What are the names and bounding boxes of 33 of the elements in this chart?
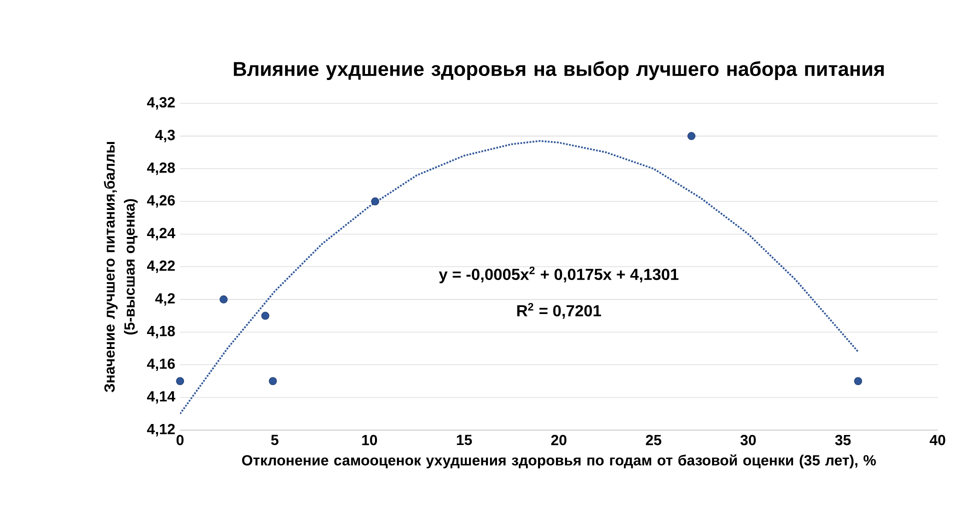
x-tick-label: 20	[551, 434, 566, 446]
y-tick-label: 4,28	[147, 162, 175, 175]
y-axis-title: Значение лучшего питания,баллы (5-высшая оценка)	[104, 142, 138, 392]
y-tick-label: 4,16	[147, 358, 175, 371]
point	[268, 377, 277, 386]
x-tick-label: 30	[740, 434, 756, 446]
x-tick-label: 35	[835, 434, 851, 446]
point	[220, 295, 228, 304]
y-tick-label: 4,14	[147, 391, 176, 404]
x-tick-label: 10	[362, 434, 378, 446]
x-tick-label: 40	[930, 434, 946, 446]
y-tick-label: 4,12	[147, 424, 175, 436]
y-tick-label: 4,22	[147, 260, 175, 273]
point	[687, 132, 696, 140]
y-tick-label: 4,24	[147, 228, 176, 240]
point	[261, 312, 270, 320]
point	[371, 197, 380, 206]
y-tick-label: 4,18	[147, 326, 175, 338]
x-axis-title: Отклонение самооценок ухудшения здоровья по годам от базовой оценки (35 лет), %	[242, 454, 876, 468]
line-series	[180, 140, 859, 415]
y-tick-label: 4,26	[147, 195, 175, 208]
y-tick-label: 4,2	[155, 293, 175, 306]
point	[854, 377, 862, 386]
x-tick-label: 25	[646, 434, 662, 446]
x-tick-label: 5	[271, 434, 278, 446]
chart-title: Влияние ухдшение здоровья на выбор лучшего набора питания	[234, 61, 884, 80]
y-tick-label: 4,32	[147, 97, 175, 110]
x-tick-label: 0	[176, 434, 184, 446]
x-tick-label: 15	[456, 434, 472, 446]
y-tick-label: 4,3	[155, 130, 175, 142]
annotation: R$^{2}$ = 0,7201	[517, 302, 602, 319]
annotation: y = -0,0005x$^{2}$ + 0,0175x + 4,1301	[438, 266, 678, 284]
point	[176, 377, 184, 386]
